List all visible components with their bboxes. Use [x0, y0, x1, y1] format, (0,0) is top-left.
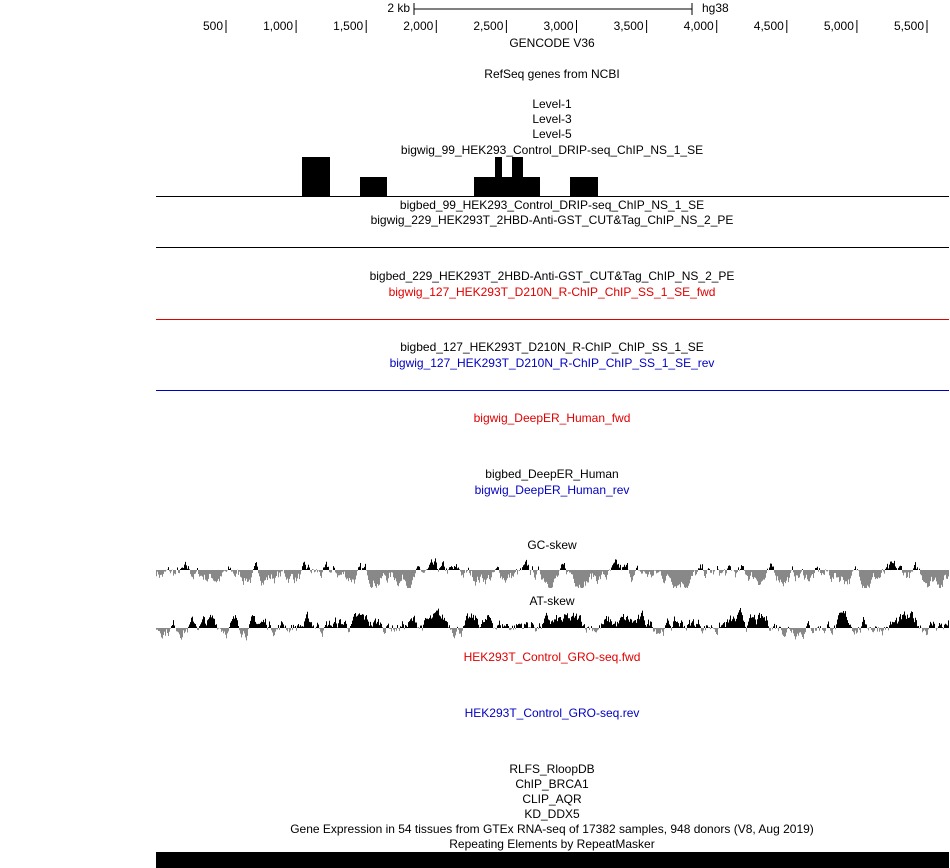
- track-label: HEK293T_Control_GRO-seq.fwd: [464, 650, 641, 664]
- repeat-track: [156, 852, 949, 868]
- track-label: Repeating Elements by RepeatMasker: [449, 837, 654, 851]
- track-label: Level-5: [532, 127, 572, 141]
- ruler-label: 1,000: [263, 19, 293, 33]
- ruler-label: 5,500: [894, 19, 924, 33]
- ruler: 500 1,000 1,500 2,000 2,500 3,000 3,500 4,000 4,…: [203, 19, 928, 33]
- track-label: bigbed_DeepER_Human: [485, 467, 618, 481]
- scale-bar: [413, 3, 693, 15]
- track-label: bigbed_229_HEK293T_2HBD-Anti-GST_CUT&Tag…: [370, 269, 735, 283]
- track-label: bigwig_DeepER_Human_rev: [475, 483, 630, 497]
- ruler-label: 4,000: [684, 19, 714, 33]
- track-label: KD_DDX5: [524, 807, 580, 821]
- track-label: bigbed_99_HEK293_Control_DRIP-seq_ChIP_N…: [400, 198, 704, 212]
- track-label: bigwig_DeepER_Human_fwd: [474, 411, 631, 425]
- track-label: Level-1: [532, 97, 572, 111]
- at-skew-wiggle: [156, 608, 949, 641]
- track-label: Level-3: [532, 112, 572, 126]
- track-label: RLFS_RloopDB: [509, 762, 594, 776]
- track-label: bigwig_229_HEK293T_2HBD-Anti-GST_CUT&Tag…: [371, 213, 734, 227]
- track-label: AT-skew: [529, 594, 574, 608]
- track-label: bigwig_127_HEK293T_D210N_R-ChIP_ChIP_SS_…: [389, 285, 716, 299]
- track-label: Gene Expression in 54 tissues from GTEx …: [290, 822, 814, 836]
- wiggle-negative: [156, 628, 944, 641]
- wiggle-positive: [167, 558, 920, 570]
- track-label: bigwig_99_HEK293_Control_DRIP-seq_ChIP_N…: [401, 143, 703, 157]
- track-label: bigwig_127_HEK293T_D210N_R-ChIP_ChIP_SS_…: [390, 356, 715, 370]
- gc-skew-wiggle: [156, 558, 949, 588]
- track-label: ChIP_BRCA1: [515, 777, 589, 791]
- ruler-label: 5,000: [824, 19, 854, 33]
- track-label: GC-skew: [527, 538, 577, 552]
- track-label: GENCODE V36: [509, 36, 595, 50]
- signal-peaks: [302, 157, 598, 196]
- track-label: RefSeq genes from NCBI: [484, 67, 619, 81]
- track-label: bigbed_127_HEK293T_D210N_R-ChIP_ChIP_SS_…: [400, 340, 704, 354]
- wiggle-negative: [156, 570, 949, 588]
- track-label: CLIP_AQR: [522, 792, 582, 806]
- ruler-label: 2,500: [473, 19, 503, 33]
- ruler-label: 500: [203, 19, 223, 33]
- wiggle-positive: [171, 608, 949, 628]
- ruler-label: 1,500: [333, 19, 363, 33]
- ruler-label: 3,500: [614, 19, 644, 33]
- scale-label: 2 kb: [387, 1, 410, 15]
- ruler-label: 4,500: [754, 19, 784, 33]
- assembly-label: hg38: [702, 1, 729, 15]
- track-label: HEK293T_Control_GRO-seq.rev: [465, 706, 640, 720]
- ruler-label: 3,000: [543, 19, 573, 33]
- ruler-label: 2,000: [403, 19, 433, 33]
